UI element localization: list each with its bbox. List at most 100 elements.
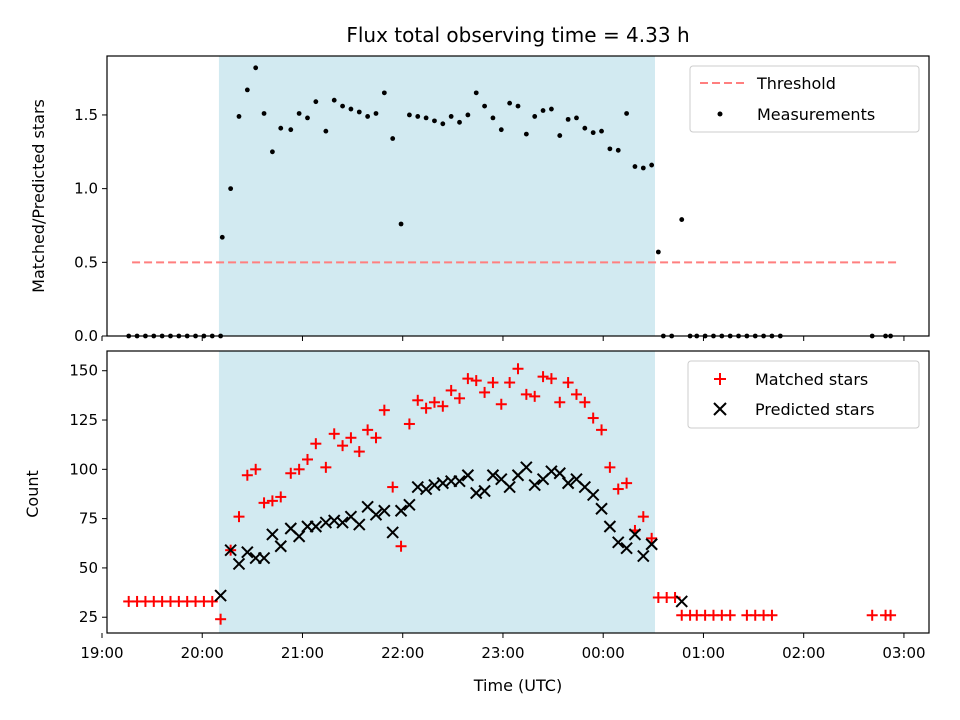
x-tick-label: 23:00 xyxy=(481,644,524,662)
predicted-star-point xyxy=(553,467,566,480)
predicted-star-point xyxy=(232,557,246,571)
predicted-star-point xyxy=(520,461,533,474)
measurement-point xyxy=(305,115,310,121)
x-tick-label: 01:00 xyxy=(682,644,725,662)
bottom-y-axis-label: Count xyxy=(23,470,42,518)
matched-star-point xyxy=(504,377,516,389)
y-tick-label: 125 xyxy=(69,411,98,429)
predicted-star-point xyxy=(394,504,408,517)
matched-star-point xyxy=(646,532,658,544)
measurement-point xyxy=(599,128,604,134)
matched-star-point xyxy=(310,438,322,450)
measurement-point xyxy=(557,133,563,138)
predicted-star-point xyxy=(478,484,491,498)
measurement-point xyxy=(356,109,362,115)
predicted-star-point xyxy=(503,480,516,494)
x-tick-label: 00:00 xyxy=(582,644,625,662)
predicted-star-point xyxy=(620,541,633,555)
measurement-point xyxy=(365,114,371,119)
top-y-axis-label: Matched/Predicted stars xyxy=(29,99,48,293)
matched-star-point xyxy=(362,424,374,436)
predicted-star-point xyxy=(241,545,254,559)
measurement-point xyxy=(507,100,513,106)
measurements-legend-marker xyxy=(717,111,723,117)
measurement-point xyxy=(423,115,429,121)
matched-star-point xyxy=(437,400,449,412)
matched-star-point xyxy=(637,511,649,523)
matched-star-point xyxy=(470,375,482,387)
predicted-star-point xyxy=(461,469,475,482)
matched-star-point xyxy=(387,481,399,493)
measurement-point xyxy=(244,87,250,93)
matched-star-point xyxy=(258,497,270,509)
predicted-star-point xyxy=(612,536,625,549)
matched-star-point xyxy=(604,461,616,473)
matched-star-point xyxy=(285,467,297,479)
measurement-point xyxy=(432,118,437,124)
matched-star-point xyxy=(454,392,466,404)
predicted-star-point xyxy=(336,516,349,529)
matched-star-point xyxy=(579,396,591,408)
predicted-star-point xyxy=(595,502,608,515)
matched-star-point xyxy=(215,613,227,625)
measurements-legend-label: Measurements xyxy=(757,105,875,124)
measurement-point xyxy=(632,164,638,169)
matched-star-point xyxy=(487,377,499,389)
measurement-point xyxy=(582,125,588,131)
matched-star-point xyxy=(462,373,474,385)
measurement-point xyxy=(270,149,275,155)
measurement-point xyxy=(448,114,454,119)
y-tick-label: 25 xyxy=(79,608,98,626)
measurement-point xyxy=(679,217,685,222)
predicted-star-point xyxy=(628,528,642,541)
matched-star-point xyxy=(345,432,357,444)
measurement-point xyxy=(607,146,613,152)
matched-star-point xyxy=(420,402,432,414)
matched-star-point xyxy=(587,412,599,424)
measurement-point xyxy=(415,114,421,119)
measurement-point xyxy=(549,106,554,112)
measurement-point xyxy=(228,186,234,192)
predicted-star-point xyxy=(257,551,271,565)
predicted-star-point xyxy=(378,504,391,517)
predicted-star-point xyxy=(675,595,688,608)
measurement-point xyxy=(482,103,487,109)
measurement-point xyxy=(655,249,661,255)
measurement-point xyxy=(373,111,379,116)
top-legend: Threshold Measurements xyxy=(689,65,920,133)
measurement-point xyxy=(398,221,404,227)
x-tick-label: 20:00 xyxy=(181,644,224,662)
bottom-shaded-region xyxy=(218,351,655,633)
y-tick-label: 50 xyxy=(79,559,98,577)
measurement-point xyxy=(390,136,396,141)
matched-star-point xyxy=(233,511,245,523)
matched-star-point xyxy=(885,609,897,621)
predicted-star-point xyxy=(637,549,650,563)
y-tick-label: 0.0 xyxy=(74,327,98,345)
matched-star-point xyxy=(370,432,382,444)
matched-star-point xyxy=(512,363,524,375)
measurement-point xyxy=(565,116,571,122)
matched-star-point xyxy=(537,371,549,383)
measurement-point xyxy=(490,115,496,121)
matched-legend-marker xyxy=(714,373,726,385)
matched-star-point xyxy=(378,404,390,416)
predicted-star-point xyxy=(309,520,323,533)
matched-star-point xyxy=(562,377,574,389)
y-tick-label: 100 xyxy=(69,460,98,478)
matched-star-point xyxy=(275,491,287,503)
matched-star-point xyxy=(250,463,262,475)
measurement-point xyxy=(590,130,596,136)
y-tick-label: 1.5 xyxy=(74,106,98,124)
predicted-star-point xyxy=(266,528,279,541)
measurement-point xyxy=(523,131,529,137)
bottom-panel: 25 50 75 100 125 150 19:00 20:00 21:00 22:00 23:0… xyxy=(23,350,930,695)
y-tick-label: 1.0 xyxy=(74,180,98,198)
matched-star-point xyxy=(570,388,582,400)
matched-star-point xyxy=(520,388,532,400)
predicted-star-point xyxy=(528,478,541,492)
matched-star-point xyxy=(866,609,878,621)
predicted-star-point xyxy=(214,589,227,602)
matched-star-point xyxy=(403,418,415,430)
predicted-star-point xyxy=(403,498,416,512)
